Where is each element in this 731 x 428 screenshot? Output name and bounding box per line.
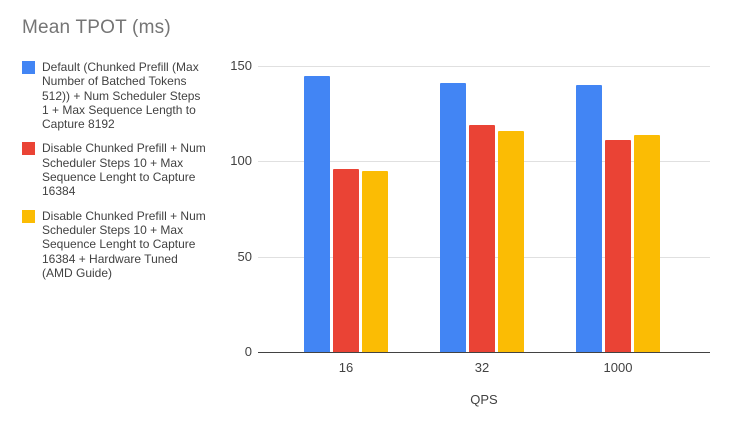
x-axis-tick-label: 16	[338, 360, 354, 375]
legend: Default (Chunked Prefill (Max Number of …	[22, 60, 222, 290]
x-axis-title: QPS	[470, 392, 498, 407]
y-axis-tick-label: 150	[230, 58, 252, 73]
bar-series-2-category-32[interactable]	[469, 125, 495, 352]
legend-swatch-icon	[22, 209, 35, 223]
x-axis-tick-label: 1000	[603, 360, 633, 375]
y-axis-tick-label: 100	[230, 153, 252, 169]
bar-series-3-category-1000[interactable]	[634, 134, 660, 352]
legend-label: Default (Chunked Prefill (Max Number of …	[42, 60, 201, 132]
y-axis-tick-label: 0	[244, 344, 252, 359]
chart-title: Mean TPOT (ms)	[22, 17, 171, 38]
bar-series-1-category-1000[interactable]	[576, 85, 602, 352]
y-axis-tick-label: 50	[237, 248, 252, 264]
bar-series-3-category-32[interactable]	[498, 130, 524, 352]
legend-item-3[interactable]: Disable Chunked Prefill + Num Scheduler …	[22, 209, 222, 280]
gridline	[258, 66, 710, 67]
legend-label: Disable Chunked Prefill + Num Scheduler …	[42, 208, 206, 280]
bar-series-2-category-1000[interactable]	[605, 140, 631, 352]
bar-series-3-category-16[interactable]	[362, 170, 388, 352]
legend-label: Disable Chunked Prefill + Num Scheduler …	[42, 141, 206, 199]
legend-swatch-icon	[22, 142, 35, 156]
legend-item-1[interactable]: Default (Chunked Prefill (Max Number of …	[22, 60, 222, 131]
legend-swatch-icon	[22, 61, 35, 74]
x-axis-tick-label: 32	[474, 360, 490, 375]
bar-series-2-category-16[interactable]	[333, 168, 359, 352]
x-axis-baseline	[258, 352, 710, 353]
bar-series-1-category-32[interactable]	[440, 83, 466, 352]
legend-item-2[interactable]: Disable Chunked Prefill + Num Scheduler …	[22, 141, 222, 198]
bar-series-1-category-16[interactable]	[304, 75, 330, 352]
